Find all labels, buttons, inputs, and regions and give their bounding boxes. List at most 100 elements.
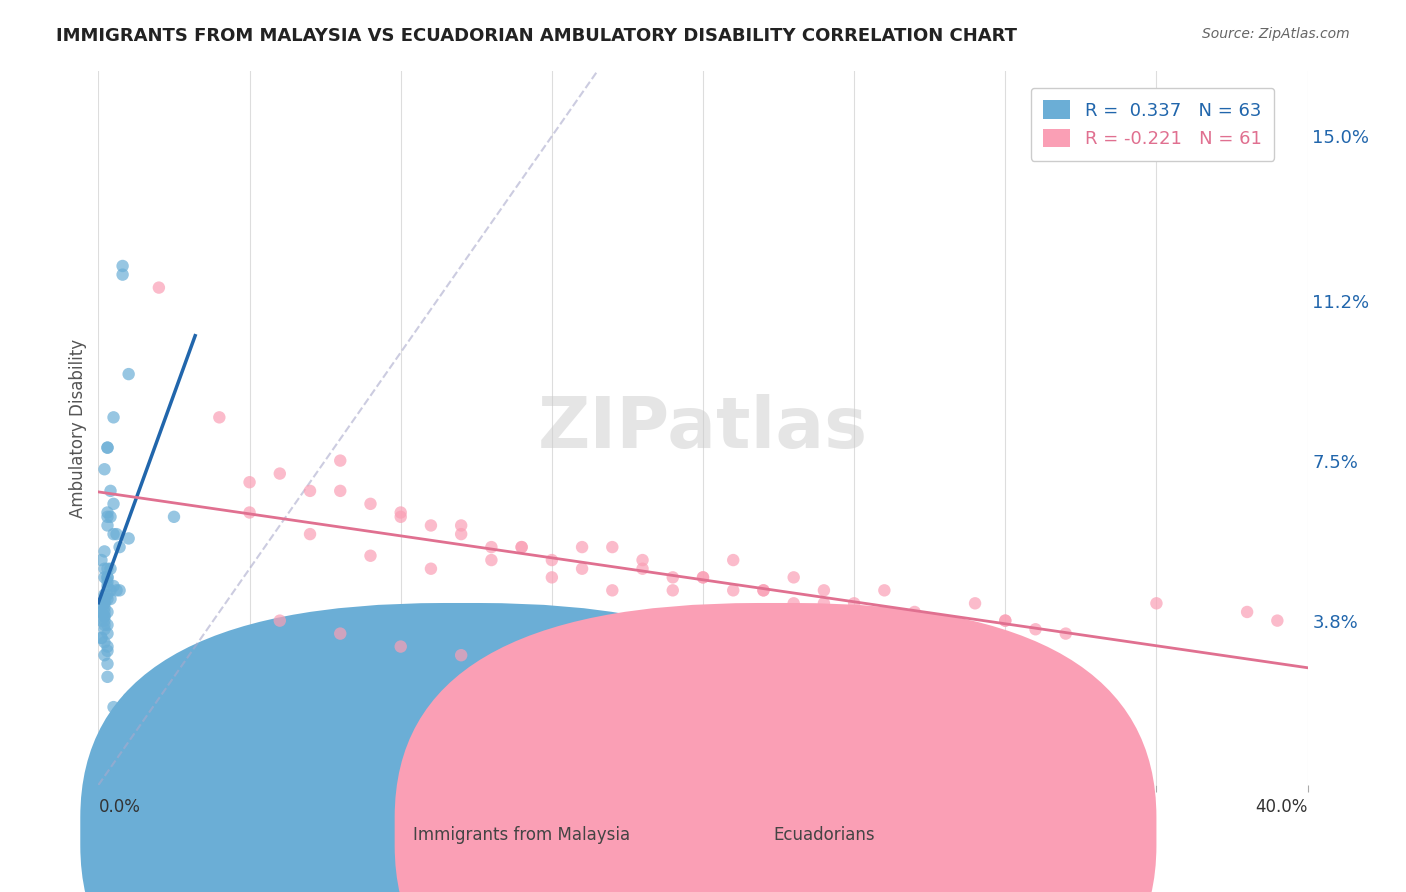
Point [93, 596, 115, 610]
Point [450, 648, 472, 663]
Point [299, 527, 322, 541]
Point [571, 648, 593, 663]
Point [93, 562, 115, 576]
Point [540, 570, 562, 584]
Point [100, 483, 122, 498]
Point [420, 518, 443, 533]
Point [934, 614, 956, 628]
Point [96, 626, 118, 640]
Point [100, 592, 122, 607]
Text: Ecuadorians: Ecuadorians [773, 826, 875, 844]
Point [96, 574, 118, 589]
Point [96, 441, 118, 455]
FancyBboxPatch shape [80, 603, 842, 892]
Point [96, 644, 118, 658]
Point [813, 596, 835, 610]
Point [100, 509, 122, 524]
Point [90, 596, 112, 610]
Point [1024, 622, 1046, 636]
Point [96, 441, 118, 455]
Point [692, 570, 714, 584]
Text: IMMIGRANTS FROM MALAYSIA VS ECUADORIAN AMBULATORY DISABILITY CORRELATION CHART: IMMIGRANTS FROM MALAYSIA VS ECUADORIAN A… [56, 27, 1017, 45]
Point [571, 562, 593, 576]
Point [510, 540, 533, 554]
Point [90, 605, 112, 619]
Point [571, 540, 593, 554]
Point [93, 596, 115, 610]
Point [994, 614, 1017, 628]
Point [420, 562, 443, 576]
Point [631, 553, 654, 567]
Point [631, 562, 654, 576]
Point [481, 540, 503, 554]
Text: ZIPatlas: ZIPatlas [538, 393, 868, 463]
Point [105, 583, 128, 598]
Point [103, 527, 125, 541]
Point [105, 527, 128, 541]
Point [994, 614, 1017, 628]
Point [450, 518, 472, 533]
Point [93, 614, 115, 628]
Point [602, 583, 624, 598]
Point [90, 614, 112, 628]
Point [360, 549, 382, 563]
Point [93, 609, 115, 624]
Point [96, 509, 118, 524]
Point [783, 570, 806, 584]
Point [108, 540, 131, 554]
Point [269, 614, 291, 628]
Point [239, 506, 262, 520]
Point [481, 553, 503, 567]
Point [723, 553, 745, 567]
Point [329, 453, 352, 467]
Point [904, 605, 927, 619]
Point [100, 562, 122, 576]
Point [389, 509, 412, 524]
Point [96, 579, 118, 593]
Point [631, 661, 654, 675]
Point [723, 583, 745, 598]
Point [118, 367, 141, 381]
Point [111, 268, 134, 282]
Point [389, 640, 412, 654]
Point [90, 605, 112, 619]
Text: 0.0%: 0.0% [98, 797, 141, 816]
Point [692, 570, 714, 584]
Point [510, 657, 533, 671]
Point [96, 506, 118, 520]
Point [103, 579, 125, 593]
Point [93, 648, 115, 663]
Point [93, 462, 115, 476]
Text: Immigrants from Malaysia: Immigrants from Malaysia [413, 826, 630, 844]
Point [208, 410, 231, 425]
Point [96, 605, 118, 619]
Point [103, 410, 125, 425]
Point [93, 635, 115, 649]
Point [1236, 605, 1258, 619]
Point [96, 588, 118, 602]
Point [93, 618, 115, 632]
Point [269, 467, 291, 481]
Point [93, 544, 115, 558]
Point [163, 509, 186, 524]
Point [510, 540, 533, 554]
Point [118, 691, 141, 706]
Point [96, 562, 118, 576]
Point [873, 605, 896, 619]
Legend: R =  0.337   N = 63, R = -0.221   N = 61: R = 0.337 N = 63, R = -0.221 N = 61 [1031, 87, 1274, 161]
Point [329, 626, 352, 640]
Point [90, 631, 112, 645]
Point [783, 596, 806, 610]
Point [360, 497, 382, 511]
Point [96, 570, 118, 584]
Point [1267, 614, 1289, 628]
Point [96, 670, 118, 684]
Point [103, 497, 125, 511]
Point [450, 527, 472, 541]
Point [329, 483, 352, 498]
Point [752, 583, 775, 598]
Point [299, 483, 322, 498]
Point [96, 518, 118, 533]
Point [93, 570, 115, 584]
Point [148, 280, 170, 294]
